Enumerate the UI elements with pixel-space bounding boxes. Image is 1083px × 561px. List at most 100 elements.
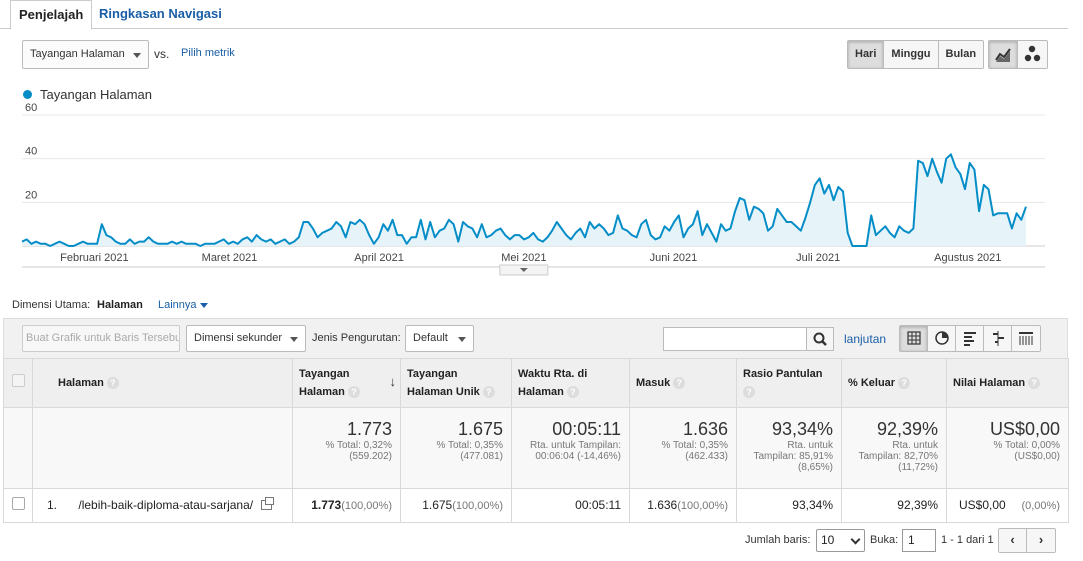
rows-per-page-label: Jumlah baris: [745, 534, 811, 546]
total-note: Rta. untuk [787, 440, 833, 451]
col-page[interactable]: Halaman? [32, 358, 293, 408]
sort-type-dropdown[interactable]: Default [405, 325, 474, 352]
pie-view-icon[interactable] [928, 326, 956, 351]
period-day-button[interactable]: Hari [848, 41, 885, 68]
table-view-group [899, 325, 1041, 352]
advanced-filter-link[interactable]: lanjutan [844, 332, 887, 346]
table-search-input[interactable] [663, 327, 807, 351]
x-tick-label: Juli 2021 [796, 252, 840, 264]
table-row: 1. /lebih-baik-diploma-atau-sarjana/ 1.7… [3, 488, 1069, 523]
row-page-value-amount: US$0,00 [959, 498, 1006, 512]
y-tick-label: 60 [25, 102, 37, 114]
search-button[interactable] [806, 327, 834, 351]
row-entrances: 1.636(100,00%) [629, 488, 737, 523]
total-note: (477.081) [460, 451, 503, 462]
line-chart-icon[interactable] [989, 41, 1018, 68]
row-page-link[interactable]: /lebih-baik-diploma-atau-sarjana/ [78, 498, 254, 512]
metric-dropdown[interactable]: Tayangan Halaman [22, 40, 149, 69]
y-tick-label: 40 [25, 146, 37, 158]
help-icon[interactable]: ? [1028, 377, 1041, 390]
tab-explorer[interactable]: Penjelajah [10, 0, 93, 30]
pivot-view-icon[interactable] [1012, 326, 1040, 351]
total-note: 00:06:04 (-14,46%) [535, 451, 621, 462]
row-pageviews-pct: (100,00%) [341, 500, 392, 512]
row-page-value-pct: (0,00%) [1021, 500, 1060, 512]
caret-down-icon [133, 53, 141, 58]
total-page-value: US$0,00% Total: 0,00% (US$0,00) [946, 407, 1069, 489]
comparison-view-icon[interactable] [984, 326, 1012, 351]
performance-view-icon[interactable] [956, 326, 984, 351]
help-icon[interactable]: ? [743, 386, 755, 399]
col-bounce-rate[interactable]: Rasio Pantulan? [736, 358, 842, 408]
col-entrances[interactable]: Masuk? [629, 358, 737, 408]
row-page-cell: 1. /lebih-baik-diploma-atau-sarjana/ [32, 488, 293, 523]
x-tick-label: Mei 2021 [501, 252, 546, 264]
x-tick-label: Maret 2021 [202, 252, 258, 264]
chart-type-group [988, 40, 1048, 69]
col-exit-pct[interactable]: % Keluar? [841, 358, 947, 408]
period-button-group: Hari Minggu Bulan [847, 40, 985, 69]
total-note: % Total: 0,35% [436, 440, 503, 451]
help-icon[interactable]: ? [566, 386, 579, 399]
help-icon[interactable]: ? [898, 377, 911, 390]
totals-row: 1.773% Total: 0,32% (559.202) 1.675% Tota… [3, 407, 1069, 489]
goto-label: Buka: [870, 534, 899, 546]
col-avg-time[interactable]: Waktu Rta. di Halaman? [511, 358, 630, 408]
col-pageviews[interactable]: Tayangan Halaman? ↓ [292, 358, 401, 408]
select-all-checkbox[interactable] [11, 373, 25, 387]
table-view-icon[interactable] [900, 326, 928, 351]
total-note: Rta. untuk Tampilan: [530, 440, 621, 451]
row-entrances-pct: (100,00%) [677, 500, 728, 512]
col-exit-pct-label: % Keluar [848, 377, 896, 389]
total-value: 1.675 [457, 419, 503, 439]
goto-page-input[interactable]: 1 [902, 529, 936, 552]
series-area [22, 154, 1026, 246]
total-value: 93,34% [771, 419, 833, 439]
row-pageviews-value: 1.773 [311, 498, 342, 512]
col-entrances-label: Masuk [636, 377, 671, 389]
row-checkbox-cell [3, 488, 33, 523]
total-note: % Total: 0,32% [325, 440, 392, 451]
primary-dimension-active[interactable]: Halaman [97, 299, 143, 311]
row-pageviews: 1.773(100,00%) [292, 488, 401, 523]
tab-navigation-summary[interactable]: Ringkasan Navigasi [99, 6, 222, 21]
prev-page-button[interactable]: ‹ [999, 529, 1027, 552]
secondary-dimension-dropdown[interactable]: Dimensi sekunder [186, 325, 306, 352]
total-unique-pageviews: 1.675% Total: 0,35% (477.081) [400, 407, 512, 489]
table-toolbar [3, 318, 1068, 358]
row-entrances-value: 1.636 [647, 498, 678, 512]
next-page-button[interactable]: › [1027, 529, 1055, 552]
help-icon[interactable]: ? [482, 386, 495, 399]
total-bounce-rate: 93,34% Rta. untuk Tampilan: 85,91% (8,65%) [736, 407, 842, 489]
total-note: % Total: 0,35% [661, 440, 728, 451]
plot-rows-button[interactable]: Buat Grafik untuk Baris Tersebut [22, 325, 180, 352]
series-line [21, 153, 1027, 247]
x-tick-label: April 2021 [354, 252, 404, 264]
total-note: Tampilan: 82,70% [858, 451, 939, 462]
pick-metric-link[interactable]: Pilih metrik [181, 47, 235, 59]
col-unique-pageviews[interactable]: Tayangan Halaman Unik? [400, 358, 512, 408]
total-value: 92,39% [876, 419, 938, 439]
help-icon[interactable]: ? [673, 377, 686, 390]
col-page-value[interactable]: Nilai Halaman? [946, 358, 1069, 408]
total-note: (559.202) [349, 451, 392, 462]
help-icon[interactable]: ? [347, 386, 360, 399]
total-value: 1.773 [346, 419, 392, 439]
period-week-button[interactable]: Minggu [884, 41, 939, 68]
table-header-row: Halaman? Tayangan Halaman? ↓ Tayangan Hal… [3, 358, 1069, 408]
col-bounce-rate-label: Rasio Pantulan [743, 368, 823, 380]
legend-series-dot [23, 90, 32, 99]
external-link-icon[interactable] [261, 497, 275, 510]
row-bounce-rate: 93,34% [736, 488, 842, 523]
row-unique-value: 1.675 [422, 498, 453, 512]
rows-per-page-value: 10 [821, 533, 835, 547]
total-note: (8,65%) [797, 462, 833, 473]
other-dimensions-dropdown[interactable]: Lainnya [158, 299, 208, 311]
row-index: 1. [47, 498, 58, 512]
other-dimensions-label: Lainnya [158, 299, 197, 311]
row-checkbox[interactable] [11, 497, 25, 510]
period-month-button[interactable]: Bulan [938, 41, 984, 68]
motion-chart-icon[interactable] [1018, 41, 1047, 68]
rows-per-page-select[interactable]: 10 [816, 529, 865, 552]
help-icon[interactable]: ? [106, 377, 119, 390]
